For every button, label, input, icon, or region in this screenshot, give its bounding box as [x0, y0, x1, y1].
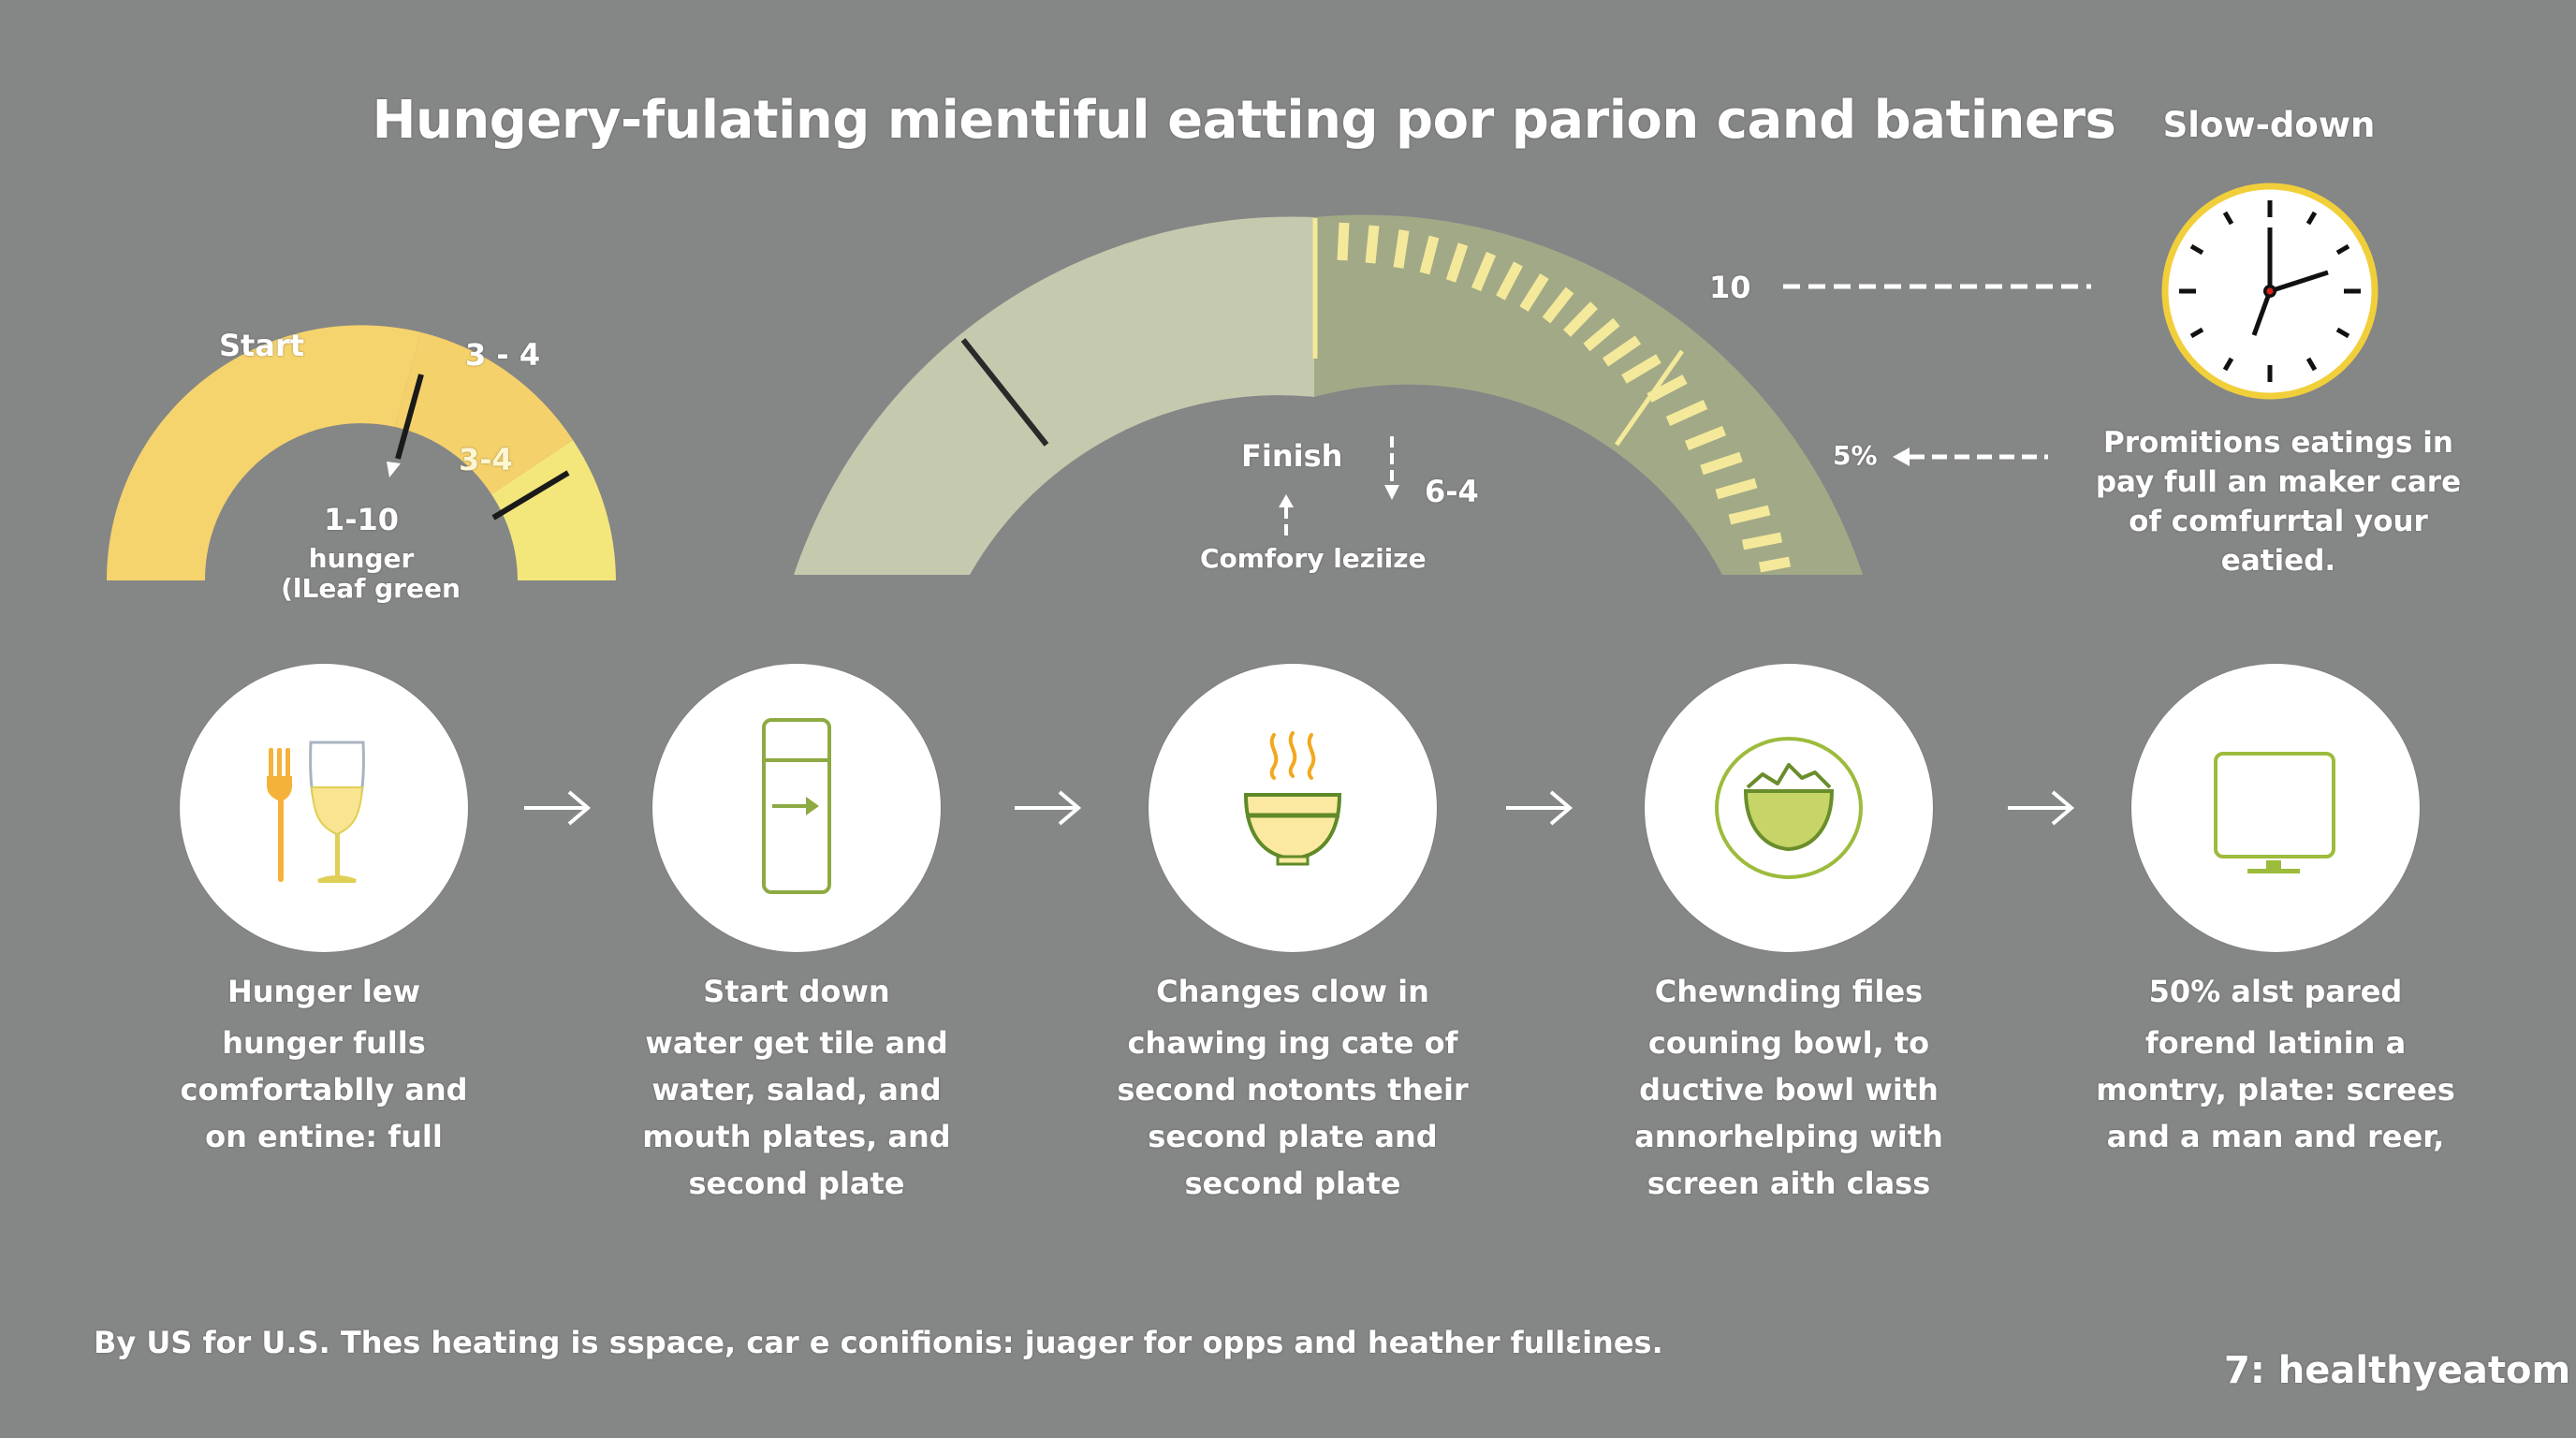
gauge-label-ten: 10: [1709, 270, 1751, 305]
arrow-right-icon: [524, 790, 592, 826]
step-5-title: 50% alst pared: [2148, 974, 2403, 1009]
finish-arrows: [1279, 436, 1399, 536]
gauge-label-segment-range: 3-4: [459, 442, 513, 477]
step-5-line: forend latinin a: [2144, 1025, 2407, 1061]
step-2-line: water get tile and: [645, 1025, 948, 1061]
step-2-circle: [652, 664, 941, 952]
footer-note: By US for U.S. Thes heating is sspace, c…: [94, 1325, 1663, 1360]
step-1-circle: [180, 664, 468, 952]
steaming-bowl-icon: [1243, 731, 1342, 866]
step-2-line: second plate: [688, 1166, 905, 1201]
gauge-pointer-icon: [387, 462, 401, 477]
large-fullness-gauge: [794, 214, 1863, 576]
arrow-right-icon: [1506, 790, 1573, 826]
arrow-right-icon: [1015, 790, 1082, 826]
gauge-center-value: 1-10: [323, 502, 400, 537]
gauge-label-start: Start: [219, 328, 305, 363]
promo-line: Promitions eatings in: [2103, 426, 2453, 460]
step-1-title: Hunger lew: [227, 974, 421, 1009]
clock-hour-hand: [2269, 270, 2329, 294]
clock-second-hand: [2251, 290, 2273, 336]
step-1-line: hunger fulls: [222, 1025, 426, 1061]
step-3-line: second notonts their: [1117, 1072, 1469, 1108]
promo-line: pay full an maker care: [2095, 465, 2462, 499]
step-3-line: chawing ing cate of: [1127, 1025, 1458, 1061]
gauge-label-range: 6-4: [1425, 474, 1479, 509]
step-1-line: on entine: full: [205, 1119, 443, 1154]
gauge-center-sublabel: (lLeaf green: [281, 573, 461, 604]
fridge-icon: [762, 718, 831, 894]
step-5-line: and a man and reer,: [2106, 1119, 2445, 1154]
fork-and-glass-icon: [267, 741, 365, 883]
step-4-line: couning bowl, to: [1647, 1025, 1930, 1061]
step-3-line: second plate and: [1148, 1119, 1438, 1154]
step-4-line: ductive bowl with: [1639, 1072, 1939, 1108]
slow-down-heading: Slow-down: [2162, 105, 2376, 145]
promo-line: of comfurrtal your eatied.: [2129, 505, 2428, 578]
gauge-ticks: [1337, 222, 1792, 573]
step-2-line: mouth plates, and: [642, 1119, 951, 1154]
step-5-circle: [2131, 664, 2420, 952]
step-4-line: annorhelping with: [1634, 1119, 1943, 1154]
step-2-title: Start down: [703, 974, 890, 1009]
slow-down-description: Promitions eatings in pay full an maker …: [2082, 423, 2475, 580]
salad-bowl-plate-icon: [1715, 737, 1863, 879]
monitor-screen-icon: [2214, 752, 2335, 873]
step-4-circle: [1645, 664, 1933, 952]
page-title: Hungery-fulating mientiful eatting por p…: [372, 90, 2116, 151]
step-4-line: screen aith class: [1647, 1166, 1931, 1201]
gauge-label-outer-range: 3 - 4: [465, 337, 541, 373]
step-3-title: Changes clow in: [1156, 974, 1429, 1009]
step-1-line: comfortablly and: [180, 1072, 468, 1108]
step-3-circle: [1149, 664, 1437, 952]
gauge-center-label: hunger: [308, 543, 415, 574]
step-3-line: second plate: [1184, 1166, 1401, 1201]
brand-logo: 7: healthyeatom: [2224, 1349, 2571, 1392]
step-4-title: Chewnding files: [1654, 974, 1924, 1009]
step-2-line: water, salad, and: [651, 1072, 942, 1108]
gauge-label-percent: 5%: [1833, 440, 1878, 471]
step-5-line: montry, plate: screes: [2096, 1072, 2455, 1108]
clock-icon: [2161, 183, 2378, 400]
gauge-label-finish: Finish: [1241, 438, 1343, 474]
arrow-right-icon: [2008, 790, 2075, 826]
small-hunger-gauge: [106, 325, 616, 580]
arrow-left-icon: [1893, 448, 1910, 466]
gauge-label-comfort: Comfory leziize: [1200, 543, 1427, 574]
